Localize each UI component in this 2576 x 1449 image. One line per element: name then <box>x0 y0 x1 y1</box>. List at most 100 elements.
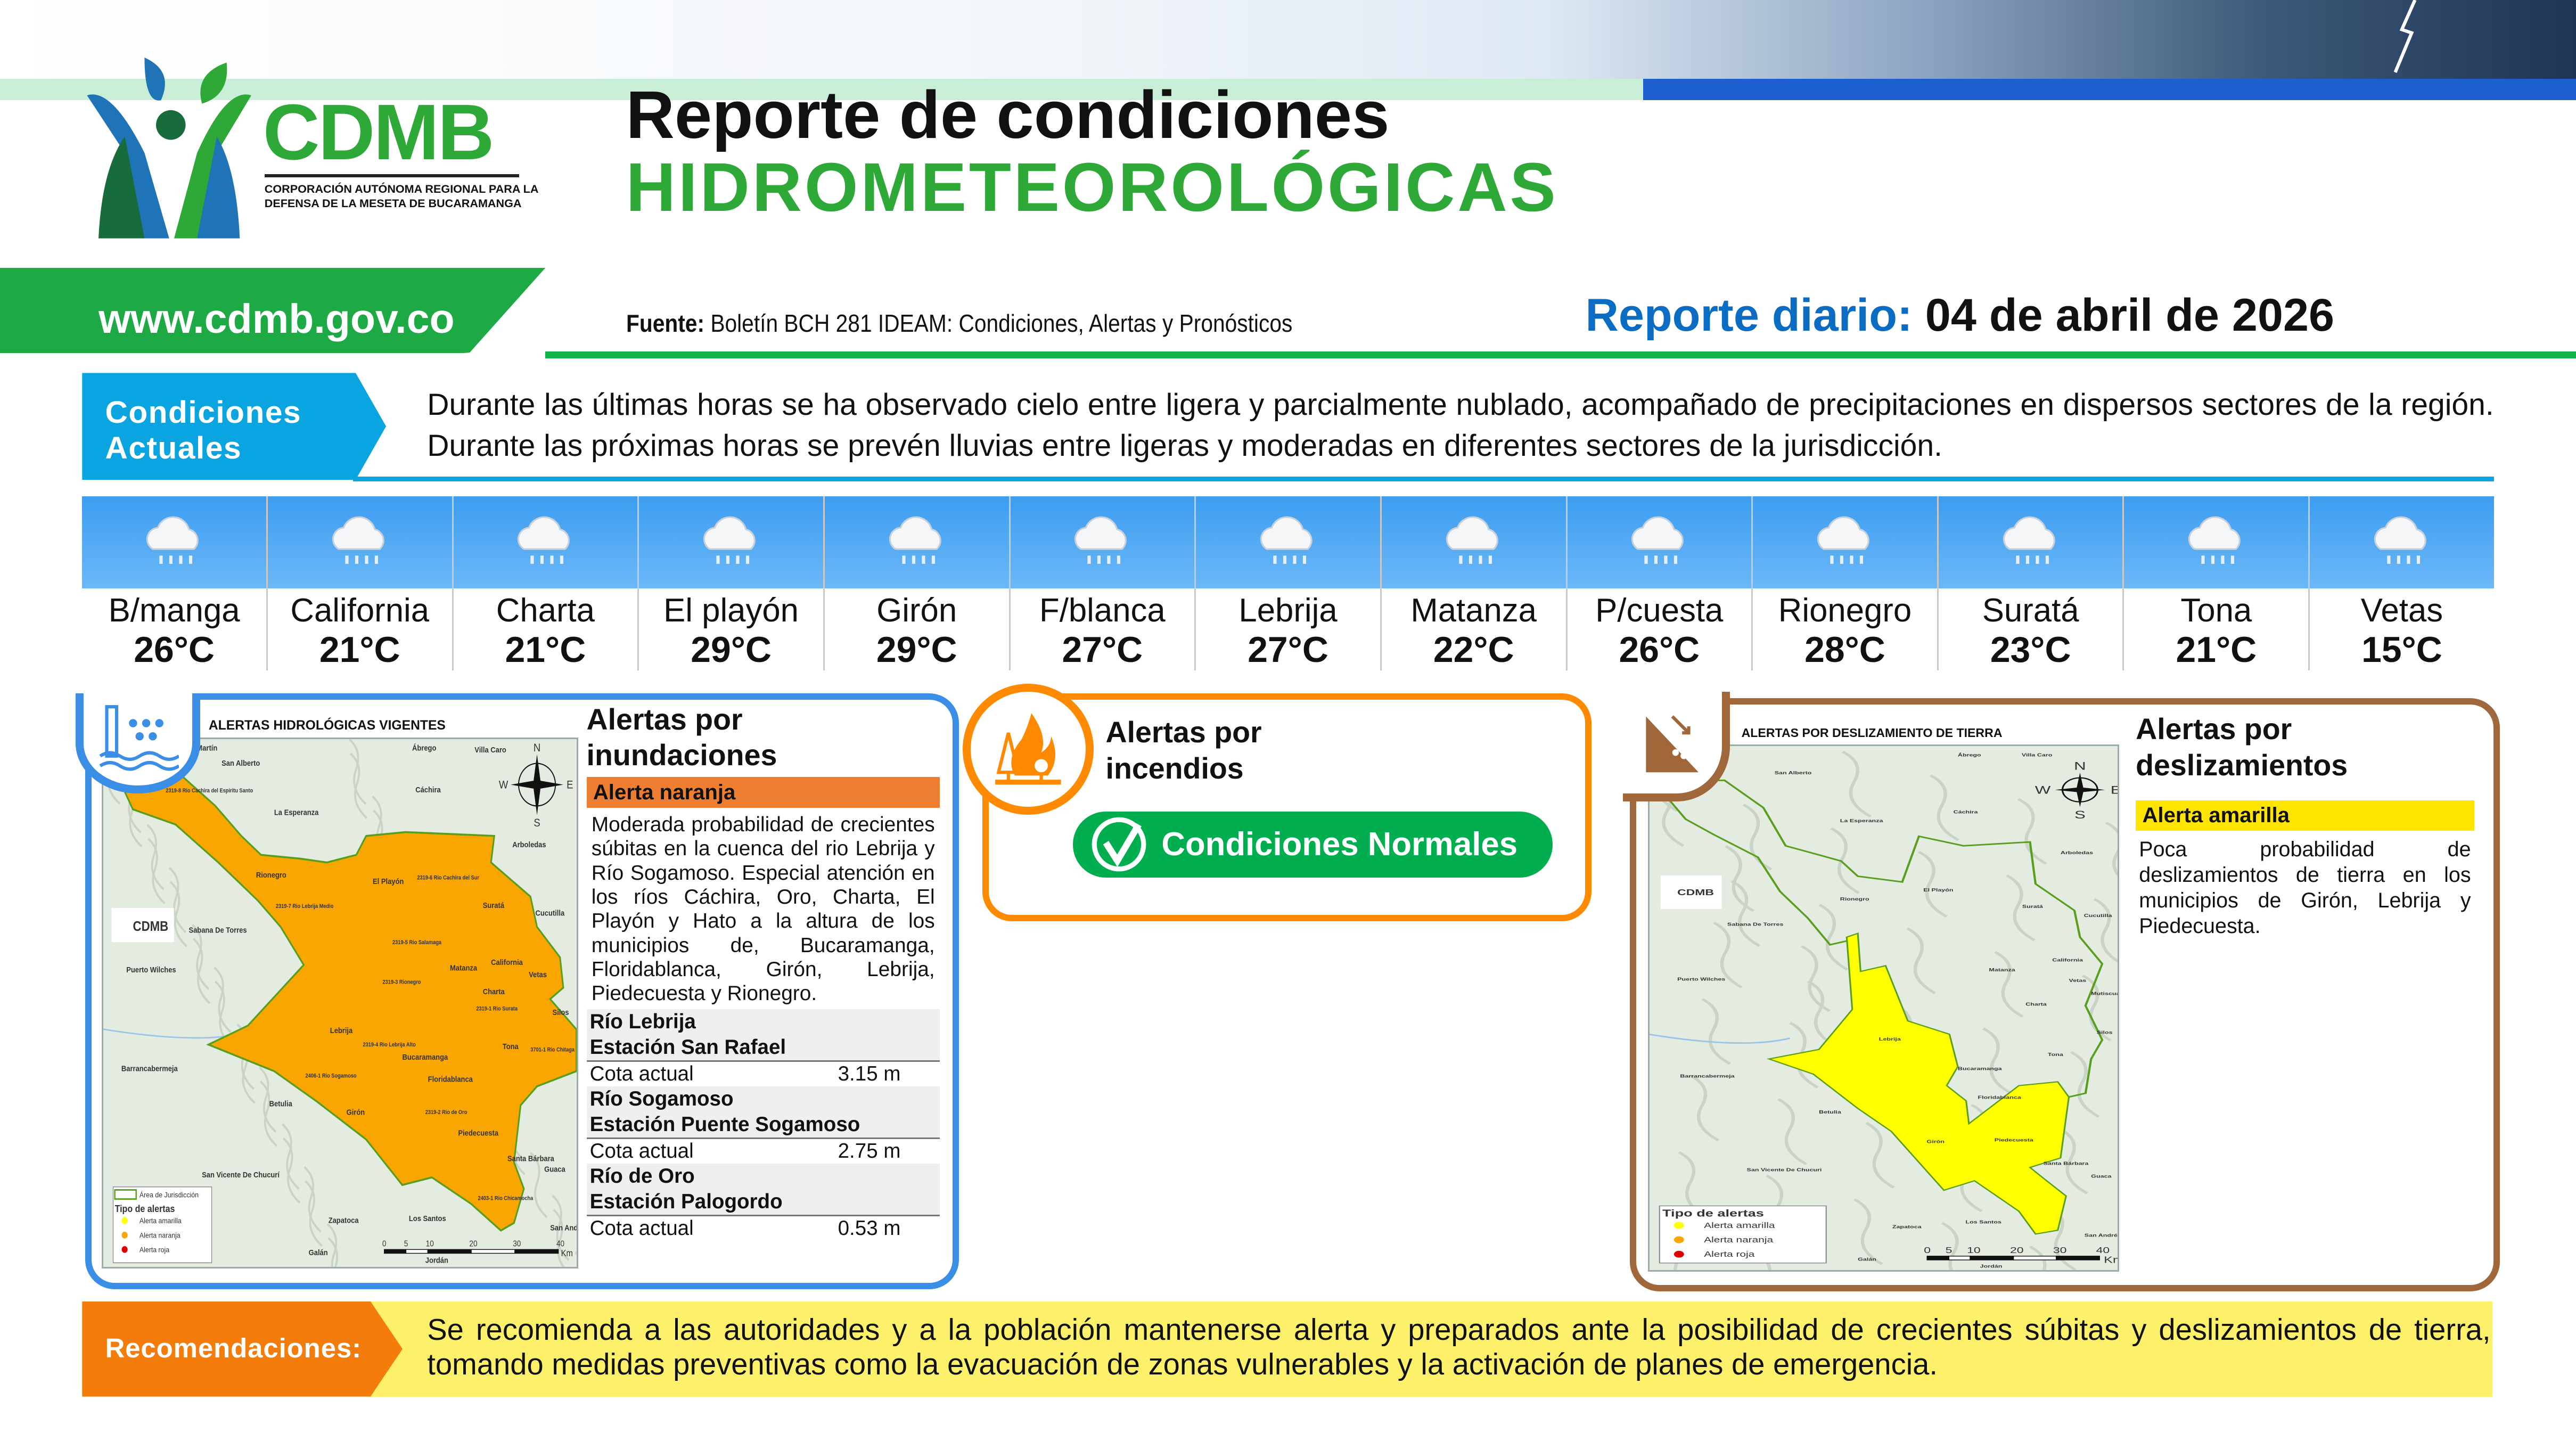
station-temperature: 27°C <box>1062 629 1143 670</box>
rain-cloud-icon <box>889 516 941 564</box>
weather-station: El playón 29°C <box>639 496 825 670</box>
landslide-map-title: ALERTAS POR DESLIZAMIENTO DE TIERRA <box>1738 724 2006 741</box>
fire-title-line: Alertas por <box>1105 716 1262 749</box>
river-name: Río Lebrija <box>589 1010 696 1033</box>
station-name: P/cuesta <box>1595 592 1724 629</box>
source-label: Fuente: <box>626 309 704 338</box>
flood-title-line: Alertas por <box>586 702 743 736</box>
cota-label: Cota actual <box>589 1062 694 1085</box>
river-name: Río Sogamoso <box>589 1087 734 1110</box>
compass-letter: N <box>534 742 540 755</box>
scale-unit: Km <box>2104 1255 2118 1265</box>
legend-title: Tipo de alertas <box>115 1203 175 1214</box>
station-header: Río de Oro Estación Palogordo <box>586 1163 940 1215</box>
map-town-label: Galán <box>1858 1257 1876 1262</box>
legend-title: Tipo de alertas <box>1662 1207 1764 1218</box>
landslide-map: Ábrego Villa Caro San Alberto La Esperanza C… <box>1647 744 2120 1272</box>
weather-station: California 21°C <box>267 496 454 670</box>
rain-cloud-icon <box>2374 516 2426 564</box>
fire-icon-badge <box>963 683 1094 815</box>
station-name: F/blanca <box>1039 592 1166 629</box>
compass-letter: N <box>2074 759 2086 772</box>
map-town-label: Zapatoca <box>1892 1224 1922 1230</box>
scale-unit: Km <box>561 1249 573 1259</box>
rain-cloud-icon <box>146 516 199 564</box>
cota-value: 0.53 m <box>838 1216 901 1240</box>
legend-item: Alerta roja <box>140 1246 170 1254</box>
scale-tick: 30 <box>2053 1246 2067 1255</box>
weather-station: F/blanca 27°C <box>1010 496 1196 670</box>
legend-item: Alerta amarilla <box>140 1217 182 1225</box>
landslide-title-line: Alertas por <box>2136 713 2292 746</box>
fire-title-line: incendios <box>1105 752 1244 785</box>
map-town-label: San Alberto <box>221 758 260 767</box>
compass-letter: W <box>499 779 508 792</box>
landslide-info: Alertas por deslizamientos Alerta amarill… <box>2136 711 2474 939</box>
map-town-label: Betulia <box>269 1099 292 1108</box>
map-town-label: Vetas <box>529 970 547 979</box>
station-name: Charta <box>496 592 595 629</box>
rain-cloud-icon <box>2188 516 2241 564</box>
map-town-label: Jordán <box>425 1256 448 1265</box>
map-town-label: Girón <box>347 1108 365 1117</box>
map-town-label: Charta <box>483 987 505 996</box>
legend-swatch <box>1673 1222 1684 1229</box>
landslide-icon <box>1646 715 1699 773</box>
website-link[interactable]: www.cdmb.gov.co <box>99 296 455 342</box>
map-basin-label: 2406-1 Rio Sogamoso <box>306 1073 357 1079</box>
cdmb-map-logo-text: CDMB <box>133 919 169 935</box>
flood-description: Moderada probabilidad de crecientes súbi… <box>591 813 935 1005</box>
station-name: B/manga <box>108 592 240 629</box>
weather-icon-area <box>2310 496 2494 588</box>
map-town-label: Matanza <box>1989 968 2016 973</box>
scale-tick: 40 <box>2096 1246 2110 1255</box>
recommendations-label-box <box>82 1301 403 1397</box>
report-date: Reporte diario: 04 de abril de 2026 <box>1586 289 2335 342</box>
page-subtitle: HIDROMETEOROLÓGICAS <box>626 149 1558 226</box>
compass-letter: S <box>2074 808 2086 821</box>
map-legend <box>1659 1205 1827 1264</box>
weather-icon-area <box>824 496 1009 588</box>
station-name: Rionegro <box>1778 592 1912 629</box>
legend-area-label: Área de Jurisdicción <box>140 1191 199 1199</box>
station-name: Estación Puente Sogamoso <box>589 1112 860 1136</box>
map-town-label: Lebrija <box>330 1026 353 1035</box>
map-town-label: Cucutilla <box>2083 913 2112 918</box>
station-temperature: 27°C <box>1248 629 1328 670</box>
weather-station: Vetas 15°C <box>2310 496 2494 670</box>
map-town-label: Piedecuesta <box>458 1128 499 1137</box>
header-band-green <box>0 79 1676 101</box>
station-temperature: 22°C <box>1433 629 1514 670</box>
report-date-label: Reporte diario: <box>1585 290 1913 341</box>
source-text: Fuente: Boletín BCH 281 IDEAM: Condicion… <box>626 309 1292 338</box>
weather-station: P/cuesta 26°C <box>1567 496 1753 670</box>
map-town-label: Floridablanca <box>428 1075 473 1084</box>
station-row: Río de Oro Estación Palogordo Cota actual… <box>586 1163 940 1241</box>
station-temperature: 26°C <box>1619 629 1700 670</box>
weather-icon-area <box>267 496 452 588</box>
map-town-label: Ábrego <box>412 743 436 752</box>
scale-tick: 0 <box>382 1240 387 1249</box>
recommendations-label: Recomendaciones: <box>105 1333 362 1364</box>
map-town-label: Lebrija <box>1879 1037 1901 1042</box>
page-title: Reporte de condiciones <box>626 76 1390 152</box>
map-basin-label: 2319-5 Rio Salamaga <box>392 940 441 946</box>
map-town-label: Mutiscua <box>2091 991 2118 996</box>
map-town-label: Puerto Wilches <box>1677 977 1725 982</box>
cota-value: 2.75 m <box>838 1139 901 1163</box>
rain-cloud-icon <box>518 516 570 564</box>
map-basin-label: 2319-4 Rio Lebrija Alto <box>363 1042 416 1049</box>
map-town-label: Girón <box>1926 1139 1944 1144</box>
scale-tick: 10 <box>1967 1246 1981 1255</box>
river-name: Río de Oro <box>589 1164 695 1188</box>
weather-icon-area <box>1196 496 1380 588</box>
sky-banner <box>0 0 2576 79</box>
rain-cloud-icon <box>332 516 384 564</box>
scale-tick: 5 <box>404 1240 408 1249</box>
map-town-label: Betulia <box>1819 1109 1842 1115</box>
station-temperature: 26°C <box>134 629 215 670</box>
station-temperature: 21°C <box>2176 629 2257 670</box>
scale-tick: 20 <box>2010 1246 2024 1255</box>
compass-letter: W <box>2035 783 2051 796</box>
map-town-label: California <box>491 957 523 967</box>
